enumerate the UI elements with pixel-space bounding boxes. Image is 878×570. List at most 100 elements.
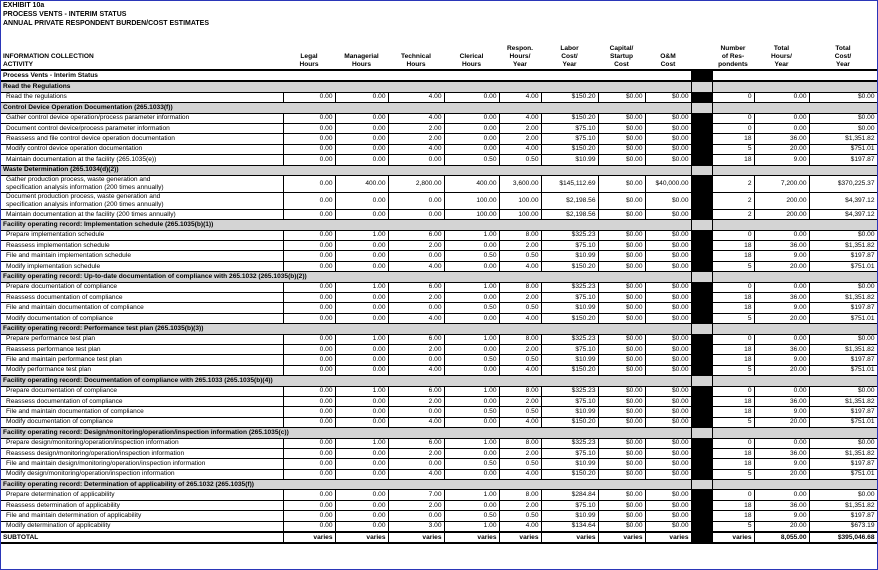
divider-column (691, 154, 713, 166)
value-cell: 5 (712, 469, 755, 481)
value-cell: 2.00 (499, 133, 542, 145)
activity-cell: File and maintain performance test plan (1, 354, 284, 366)
value-cell: 18 (712, 302, 755, 314)
value-cell: 1.00 (335, 334, 389, 346)
value-cell: 36.00 (754, 292, 810, 304)
value-cell: $395,046.68 (809, 530, 877, 545)
value-cell: $0.00 (645, 489, 692, 501)
value-cell: 0.50 (499, 406, 542, 418)
section-row: Facility operating record: Documentation… (1, 375, 877, 387)
divider-column (691, 144, 713, 156)
value-cell: 4.00 (499, 313, 542, 325)
value-cell: 0.00 (444, 123, 500, 135)
value-cell: 0.00 (283, 438, 336, 449)
value-cell: 36.00 (754, 240, 810, 252)
section-row-title: Facility operating record: Determination… (1, 479, 692, 491)
value-cell: 0.00 (444, 144, 500, 156)
activity-cell: File and maintain documentation of compl… (1, 406, 284, 418)
value-cell: 4.00 (388, 92, 445, 104)
value-cell: 4.00 (388, 365, 445, 377)
value-cell: 2 (712, 175, 755, 193)
value-cell: $0.00 (598, 240, 646, 252)
value-cell: 1.00 (335, 438, 389, 449)
value-cell: 2.00 (388, 133, 445, 145)
value-cell: 2.00 (499, 448, 542, 460)
value-cell: 18 (712, 154, 755, 166)
value-cell: 0.00 (283, 406, 336, 418)
group-row-title: Process Vents - Interim Status (1, 70, 692, 83)
value-cell: $0.00 (598, 133, 646, 145)
value-cell: $150.20 (541, 92, 599, 104)
value-cell: 3.00 (388, 521, 445, 533)
value-cell: $0.00 (598, 261, 646, 273)
value-cell: $1,351.82 (809, 396, 877, 408)
document-title: PROCESS VENTS - INTERIM STATUS (3, 11, 127, 18)
value-cell: 9.00 (754, 354, 810, 366)
value-cell: $0.00 (645, 92, 692, 104)
section-row-title: Control Device Operation Documentation (… (1, 102, 692, 114)
value-cell: $325.23 (541, 230, 599, 242)
value-cell: 0.50 (499, 154, 542, 166)
value-cell: 0.00 (335, 489, 389, 501)
divider-column (691, 448, 713, 460)
value-cell: $0.00 (645, 344, 692, 356)
value-cell: $751.01 (809, 417, 877, 429)
divider-column (691, 406, 713, 418)
value-cell: varies (598, 530, 646, 545)
value-cell: $0.00 (598, 344, 646, 356)
value-cell: 9.00 (754, 458, 810, 470)
data-row: Reassess and file control device operati… (1, 133, 877, 145)
activity-cell: Reassess and file control device operati… (1, 133, 284, 145)
value-cell: 0.00 (335, 406, 389, 418)
value-cell: $0.00 (598, 209, 646, 221)
data-row: Prepare implementation schedule 0.00 1.00 6… (1, 230, 877, 242)
spacer-cell (712, 271, 877, 283)
value-cell: 2.00 (388, 448, 445, 460)
value-cell: 0 (712, 230, 755, 242)
value-cell: 0.50 (444, 406, 500, 418)
value-cell: $0.00 (645, 469, 692, 481)
value-cell: $0.00 (809, 123, 877, 135)
spacer-cell (712, 102, 877, 114)
divider-column (691, 113, 713, 124)
value-cell: $197.87 (809, 510, 877, 522)
value-cell: 0.50 (444, 354, 500, 366)
column-header: Respon. Hours/ Year (499, 39, 541, 71)
value-cell: 0.00 (283, 144, 336, 156)
value-cell: varies (541, 530, 599, 545)
spacer-cell (712, 375, 877, 387)
spacer-cell (712, 479, 877, 491)
value-cell: $0.00 (809, 282, 877, 294)
value-cell: 5 (712, 365, 755, 377)
value-cell: 5 (712, 417, 755, 429)
value-cell: 0.00 (444, 344, 500, 356)
value-cell: 0.00 (335, 417, 389, 429)
value-cell: $0.00 (645, 417, 692, 429)
value-cell: $0.00 (598, 250, 646, 262)
value-cell: 2.00 (499, 123, 542, 135)
value-cell: $0.00 (598, 448, 646, 460)
value-cell: 4.00 (499, 469, 542, 481)
value-cell: 0.00 (283, 386, 336, 397)
value-cell: $751.01 (809, 313, 877, 325)
value-cell: 1.00 (335, 386, 389, 397)
activity-cell: Modify documentation of compliance (1, 313, 284, 325)
value-cell: 4.00 (499, 261, 542, 273)
value-cell: $0.00 (645, 261, 692, 273)
data-row: File and maintain documentation of compl… (1, 302, 877, 314)
value-cell: $0.00 (645, 282, 692, 294)
value-cell: $10.99 (541, 510, 599, 522)
value-cell: 0.00 (335, 133, 389, 145)
value-cell: $0.00 (598, 489, 646, 501)
value-cell: 0.00 (444, 113, 500, 124)
value-cell: 2.00 (388, 344, 445, 356)
value-cell: 0.00 (754, 282, 810, 294)
value-cell: $0.00 (598, 144, 646, 156)
value-cell: $0.00 (645, 396, 692, 408)
divider-column (691, 165, 713, 176)
value-cell: 0.00 (335, 302, 389, 314)
value-cell: 36.00 (754, 344, 810, 356)
value-cell: $75.10 (541, 240, 599, 252)
value-cell: 0 (712, 282, 755, 294)
divider-column (691, 240, 713, 252)
